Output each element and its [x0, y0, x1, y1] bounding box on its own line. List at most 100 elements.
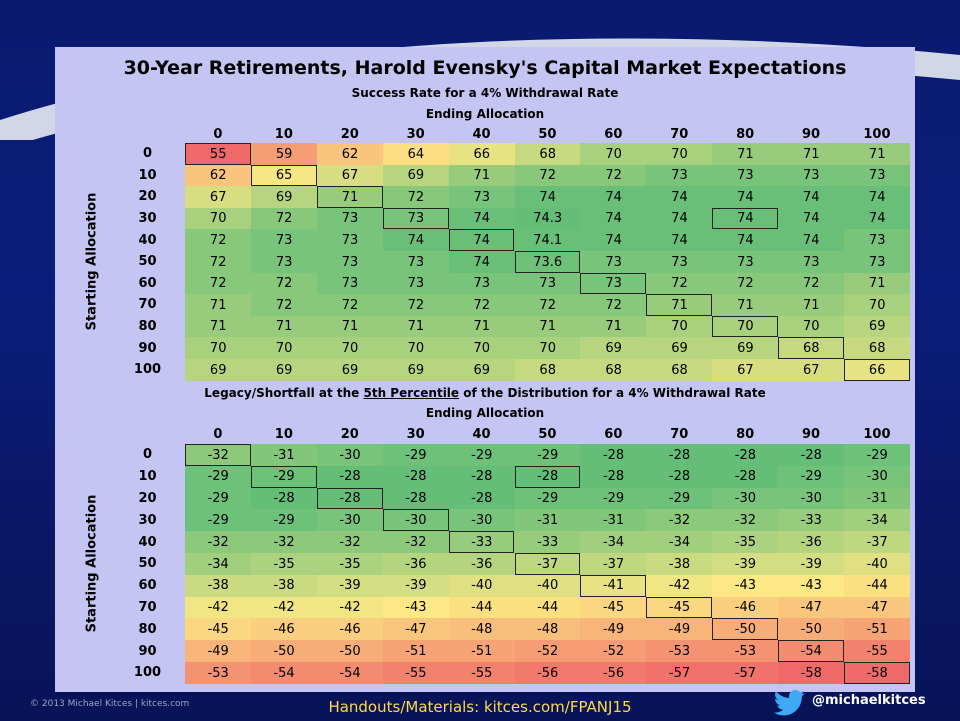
- table-cell: 69: [250, 359, 318, 382]
- table-cell: 71: [844, 143, 911, 166]
- column-header: 100: [863, 427, 891, 442]
- table-cell: 68: [580, 359, 647, 382]
- table-cell: 70: [778, 315, 845, 338]
- highlight-box: [712, 618, 779, 641]
- column-axis-label: Ending Allocation: [425, 406, 545, 420]
- column-header: 90: [801, 427, 821, 442]
- table-cell: 74.3: [514, 207, 581, 230]
- row-header: 70: [138, 297, 157, 313]
- table-cell: -51: [448, 640, 515, 663]
- table-cell: 70: [580, 143, 647, 166]
- table-cell: 73: [382, 207, 450, 230]
- table-cell: 71: [778, 294, 845, 317]
- row-header: 90: [138, 340, 157, 356]
- table-cell: 69: [580, 337, 647, 360]
- table-cell: -42: [316, 596, 384, 619]
- column-header: 60: [604, 427, 623, 442]
- table-cell: 74: [712, 186, 779, 209]
- column-header: 40: [472, 127, 491, 142]
- table-cell: 74: [646, 229, 713, 252]
- row-header: 50: [138, 556, 157, 572]
- table-cell: 69: [382, 359, 450, 382]
- table-cell: -45: [580, 596, 647, 619]
- table-cell: 74: [844, 207, 911, 230]
- table-cell: -28: [382, 487, 450, 510]
- table-cell: 72: [448, 294, 515, 317]
- table-cell: 72: [250, 272, 318, 295]
- table-cell: -50: [778, 618, 845, 641]
- table-cell: -28: [316, 487, 384, 510]
- table-cell: -40: [448, 574, 515, 598]
- table-cell: 73: [580, 272, 647, 295]
- table-cell: -37: [580, 553, 647, 576]
- table-cell: 70: [712, 315, 779, 338]
- column-header: 30: [406, 127, 425, 142]
- highlight-box: [185, 143, 251, 165]
- table-cell: -52: [580, 640, 647, 663]
- table-cell: 73: [646, 164, 713, 187]
- table-cell: -36: [382, 553, 450, 576]
- table-cell: -30: [778, 487, 845, 510]
- highlight-box: [646, 596, 713, 619]
- table-cell: -54: [250, 662, 318, 685]
- column-header: 40: [472, 427, 491, 442]
- table-cell: -42: [250, 596, 318, 619]
- table-cell: 64: [382, 143, 450, 166]
- table-cell: 74: [382, 229, 450, 252]
- table-cell: -29: [250, 465, 318, 489]
- table-cell: 70: [646, 143, 713, 166]
- table-cell: 73: [712, 164, 779, 187]
- table-cell: 62: [185, 164, 252, 187]
- table-cell: 69: [382, 164, 450, 187]
- table-cell: -53: [185, 662, 252, 685]
- table-cell: -29: [250, 509, 318, 532]
- row-header: 20: [138, 189, 157, 205]
- table-subtitle: Legacy/Shortfall at the 5th Percentile o…: [55, 386, 915, 400]
- table-cell: -50: [316, 640, 384, 663]
- table-cell: 72: [514, 164, 581, 187]
- table-cell: 68: [646, 359, 713, 382]
- table-cell: 74: [778, 229, 845, 252]
- table-cell: 70: [448, 337, 515, 360]
- column-axis-label: Ending Allocation: [425, 107, 545, 121]
- table-cell: 70: [250, 337, 318, 360]
- table-cell: 72: [250, 207, 318, 230]
- table-cell: 72: [646, 272, 713, 295]
- highlight-box: [250, 164, 317, 187]
- table-cell: 72: [580, 164, 647, 187]
- table-cell: -42: [185, 596, 252, 619]
- table-cell: -31: [514, 509, 581, 532]
- table-cell: -28: [382, 465, 450, 489]
- table-cell: -47: [844, 596, 911, 619]
- table-cell: 72: [382, 186, 450, 209]
- table-cell: -40: [514, 574, 581, 598]
- table-cell: 74: [712, 207, 779, 230]
- table-cell: -54: [316, 662, 384, 685]
- table-cell: -32: [382, 531, 450, 554]
- table-cell: -47: [382, 618, 450, 641]
- table-cell: -52: [514, 640, 581, 663]
- table-cell: -32: [185, 531, 252, 554]
- table-cell: -46: [250, 618, 318, 641]
- table-cell: 73: [316, 251, 384, 274]
- table-cell: -37: [844, 531, 911, 554]
- table-cell: -56: [580, 662, 647, 685]
- table-cell: 73: [778, 164, 845, 187]
- table-cell: 73: [382, 272, 450, 295]
- table-cell: -29: [185, 509, 252, 532]
- table-cell: -49: [646, 618, 713, 641]
- table-cell: -57: [712, 662, 779, 685]
- subtitle-emphasis: 5th Percentile: [363, 386, 460, 400]
- table-cell: 74: [580, 186, 647, 209]
- row-header: 70: [138, 599, 157, 615]
- table-cell: 72: [185, 229, 252, 252]
- table-cell: -30: [316, 509, 384, 532]
- table-cell: 71: [844, 272, 911, 295]
- table-cell: 73: [844, 164, 911, 187]
- table-cell: -34: [185, 553, 252, 576]
- highlight-box: [316, 487, 383, 510]
- table-cell: -36: [778, 531, 845, 554]
- table-cell: 73: [844, 251, 911, 274]
- table-cell: -41: [580, 574, 647, 598]
